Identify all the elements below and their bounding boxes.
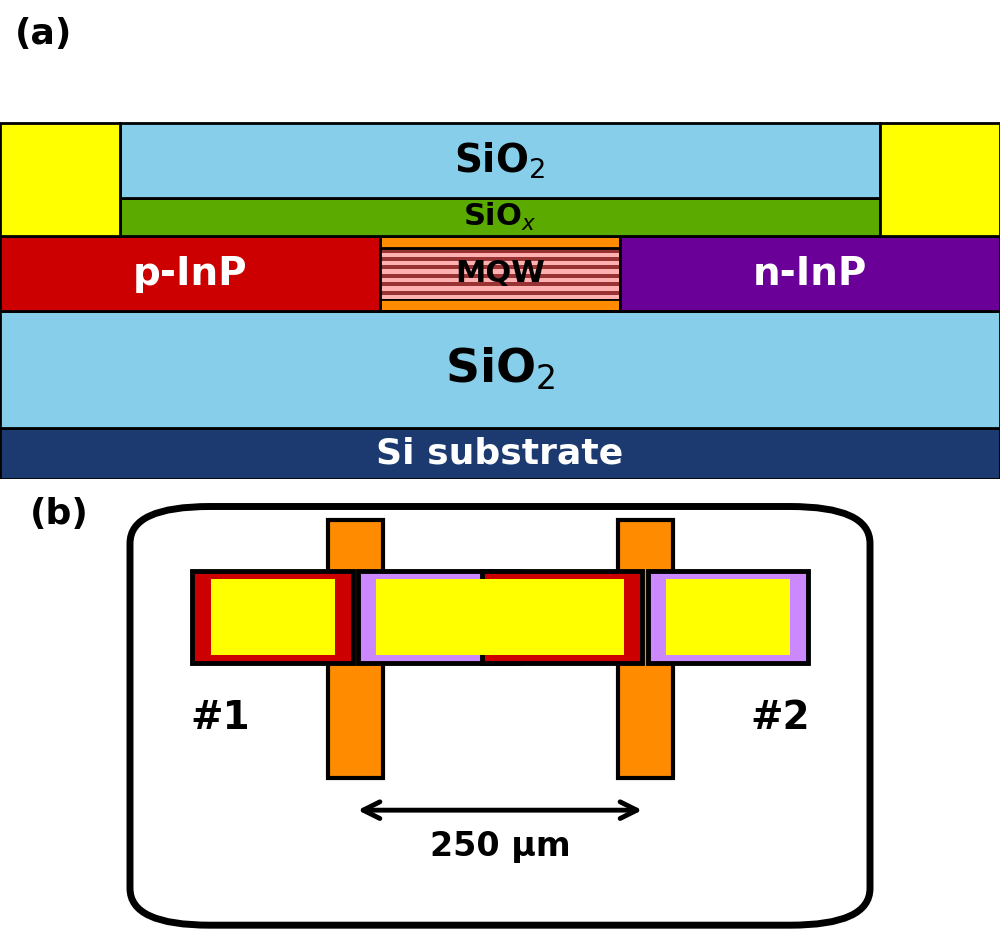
- Bar: [380, 269, 620, 273]
- Bar: [0, 427, 1000, 479]
- Bar: [880, 123, 1000, 236]
- Bar: [380, 299, 620, 311]
- Bar: [120, 123, 880, 198]
- Bar: [192, 571, 352, 663]
- Text: (a): (a): [15, 17, 72, 51]
- Bar: [380, 256, 620, 261]
- Bar: [376, 579, 500, 654]
- Bar: [380, 261, 620, 265]
- Bar: [0, 311, 1000, 427]
- Bar: [380, 273, 620, 278]
- Bar: [500, 579, 624, 654]
- Text: 250 μm: 250 μm: [430, 830, 570, 864]
- Text: (b): (b): [30, 498, 89, 531]
- Text: n-InP: n-InP: [753, 254, 867, 293]
- Text: #2: #2: [750, 700, 810, 737]
- Bar: [120, 198, 880, 236]
- Text: #1: #1: [190, 700, 250, 737]
- Bar: [482, 571, 642, 663]
- Bar: [380, 265, 620, 269]
- Bar: [0, 123, 120, 236]
- Text: SiO$_2$: SiO$_2$: [454, 141, 546, 181]
- Bar: [620, 236, 1000, 311]
- Bar: [648, 571, 808, 663]
- Bar: [210, 579, 334, 654]
- Bar: [0, 236, 380, 311]
- Bar: [666, 579, 790, 654]
- Text: SiO$_2$: SiO$_2$: [445, 346, 555, 393]
- Text: MQW: MQW: [455, 259, 545, 288]
- Text: Si substrate: Si substrate: [376, 437, 624, 470]
- Bar: [380, 278, 620, 282]
- Bar: [358, 571, 518, 663]
- Bar: [380, 236, 620, 248]
- Bar: [618, 520, 672, 777]
- Bar: [380, 248, 620, 253]
- FancyBboxPatch shape: [130, 506, 870, 925]
- Bar: [380, 295, 620, 299]
- Bar: [380, 282, 620, 286]
- Bar: [328, 520, 382, 777]
- Bar: [380, 286, 620, 290]
- Text: p-InP: p-InP: [133, 254, 247, 293]
- Text: SiO$_x$: SiO$_x$: [463, 201, 537, 233]
- Bar: [380, 253, 620, 256]
- Bar: [380, 290, 620, 295]
- Bar: [380, 236, 620, 311]
